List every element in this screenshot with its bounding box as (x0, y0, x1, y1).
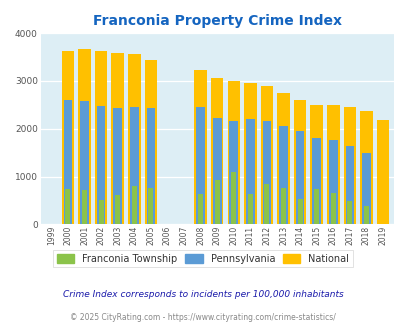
Bar (64, 100, 72, 224)
Legend: Franconia Township, Pennsylvania, National: Franconia Township, Pennsylvania, Nation… (53, 249, 352, 267)
Bar (328, 140, 337, 224)
Bar (148, 188, 153, 224)
Bar (277, 93, 289, 224)
Bar (98, 200, 103, 224)
Bar (311, 138, 320, 224)
Bar (310, 105, 322, 224)
Bar (96, 106, 105, 224)
Bar (295, 131, 304, 224)
Bar (82, 190, 87, 224)
Bar (65, 188, 70, 224)
Bar (343, 107, 355, 224)
Bar (243, 83, 256, 224)
Bar (80, 101, 89, 224)
Bar (62, 51, 74, 224)
Bar (211, 78, 223, 224)
Bar (326, 105, 339, 224)
Bar (132, 186, 136, 224)
Bar (196, 107, 205, 224)
Title: Franconia Property Crime Index: Franconia Property Crime Index (92, 14, 341, 28)
Bar (227, 81, 239, 224)
Bar (113, 108, 122, 224)
Bar (280, 188, 286, 224)
Bar (130, 107, 138, 224)
Bar (347, 201, 352, 224)
Bar (212, 118, 221, 224)
Bar (111, 52, 124, 224)
Bar (264, 184, 269, 224)
Bar (194, 70, 206, 224)
Bar (293, 100, 306, 224)
Bar (363, 206, 368, 224)
Bar (146, 108, 155, 224)
Bar (262, 121, 271, 224)
Bar (330, 193, 335, 224)
Bar (260, 86, 273, 224)
Bar (245, 119, 254, 224)
Bar (144, 60, 157, 224)
Bar (115, 195, 120, 224)
Bar (313, 189, 318, 224)
Bar (359, 111, 372, 224)
Bar (229, 120, 237, 224)
Text: Crime Index corresponds to incidents per 100,000 inhabitants: Crime Index corresponds to incidents per… (62, 290, 343, 299)
Bar (78, 49, 91, 224)
Bar (128, 54, 140, 224)
Bar (247, 194, 252, 224)
Text: © 2025 CityRating.com - https://www.cityrating.com/crime-statistics/: © 2025 CityRating.com - https://www.city… (70, 313, 335, 322)
Bar (279, 126, 287, 224)
Bar (95, 51, 107, 224)
Bar (361, 153, 370, 224)
Bar (345, 147, 353, 224)
Bar (231, 172, 236, 224)
Bar (376, 120, 388, 224)
Bar (297, 199, 302, 224)
Bar (198, 194, 202, 224)
Bar (214, 181, 219, 224)
